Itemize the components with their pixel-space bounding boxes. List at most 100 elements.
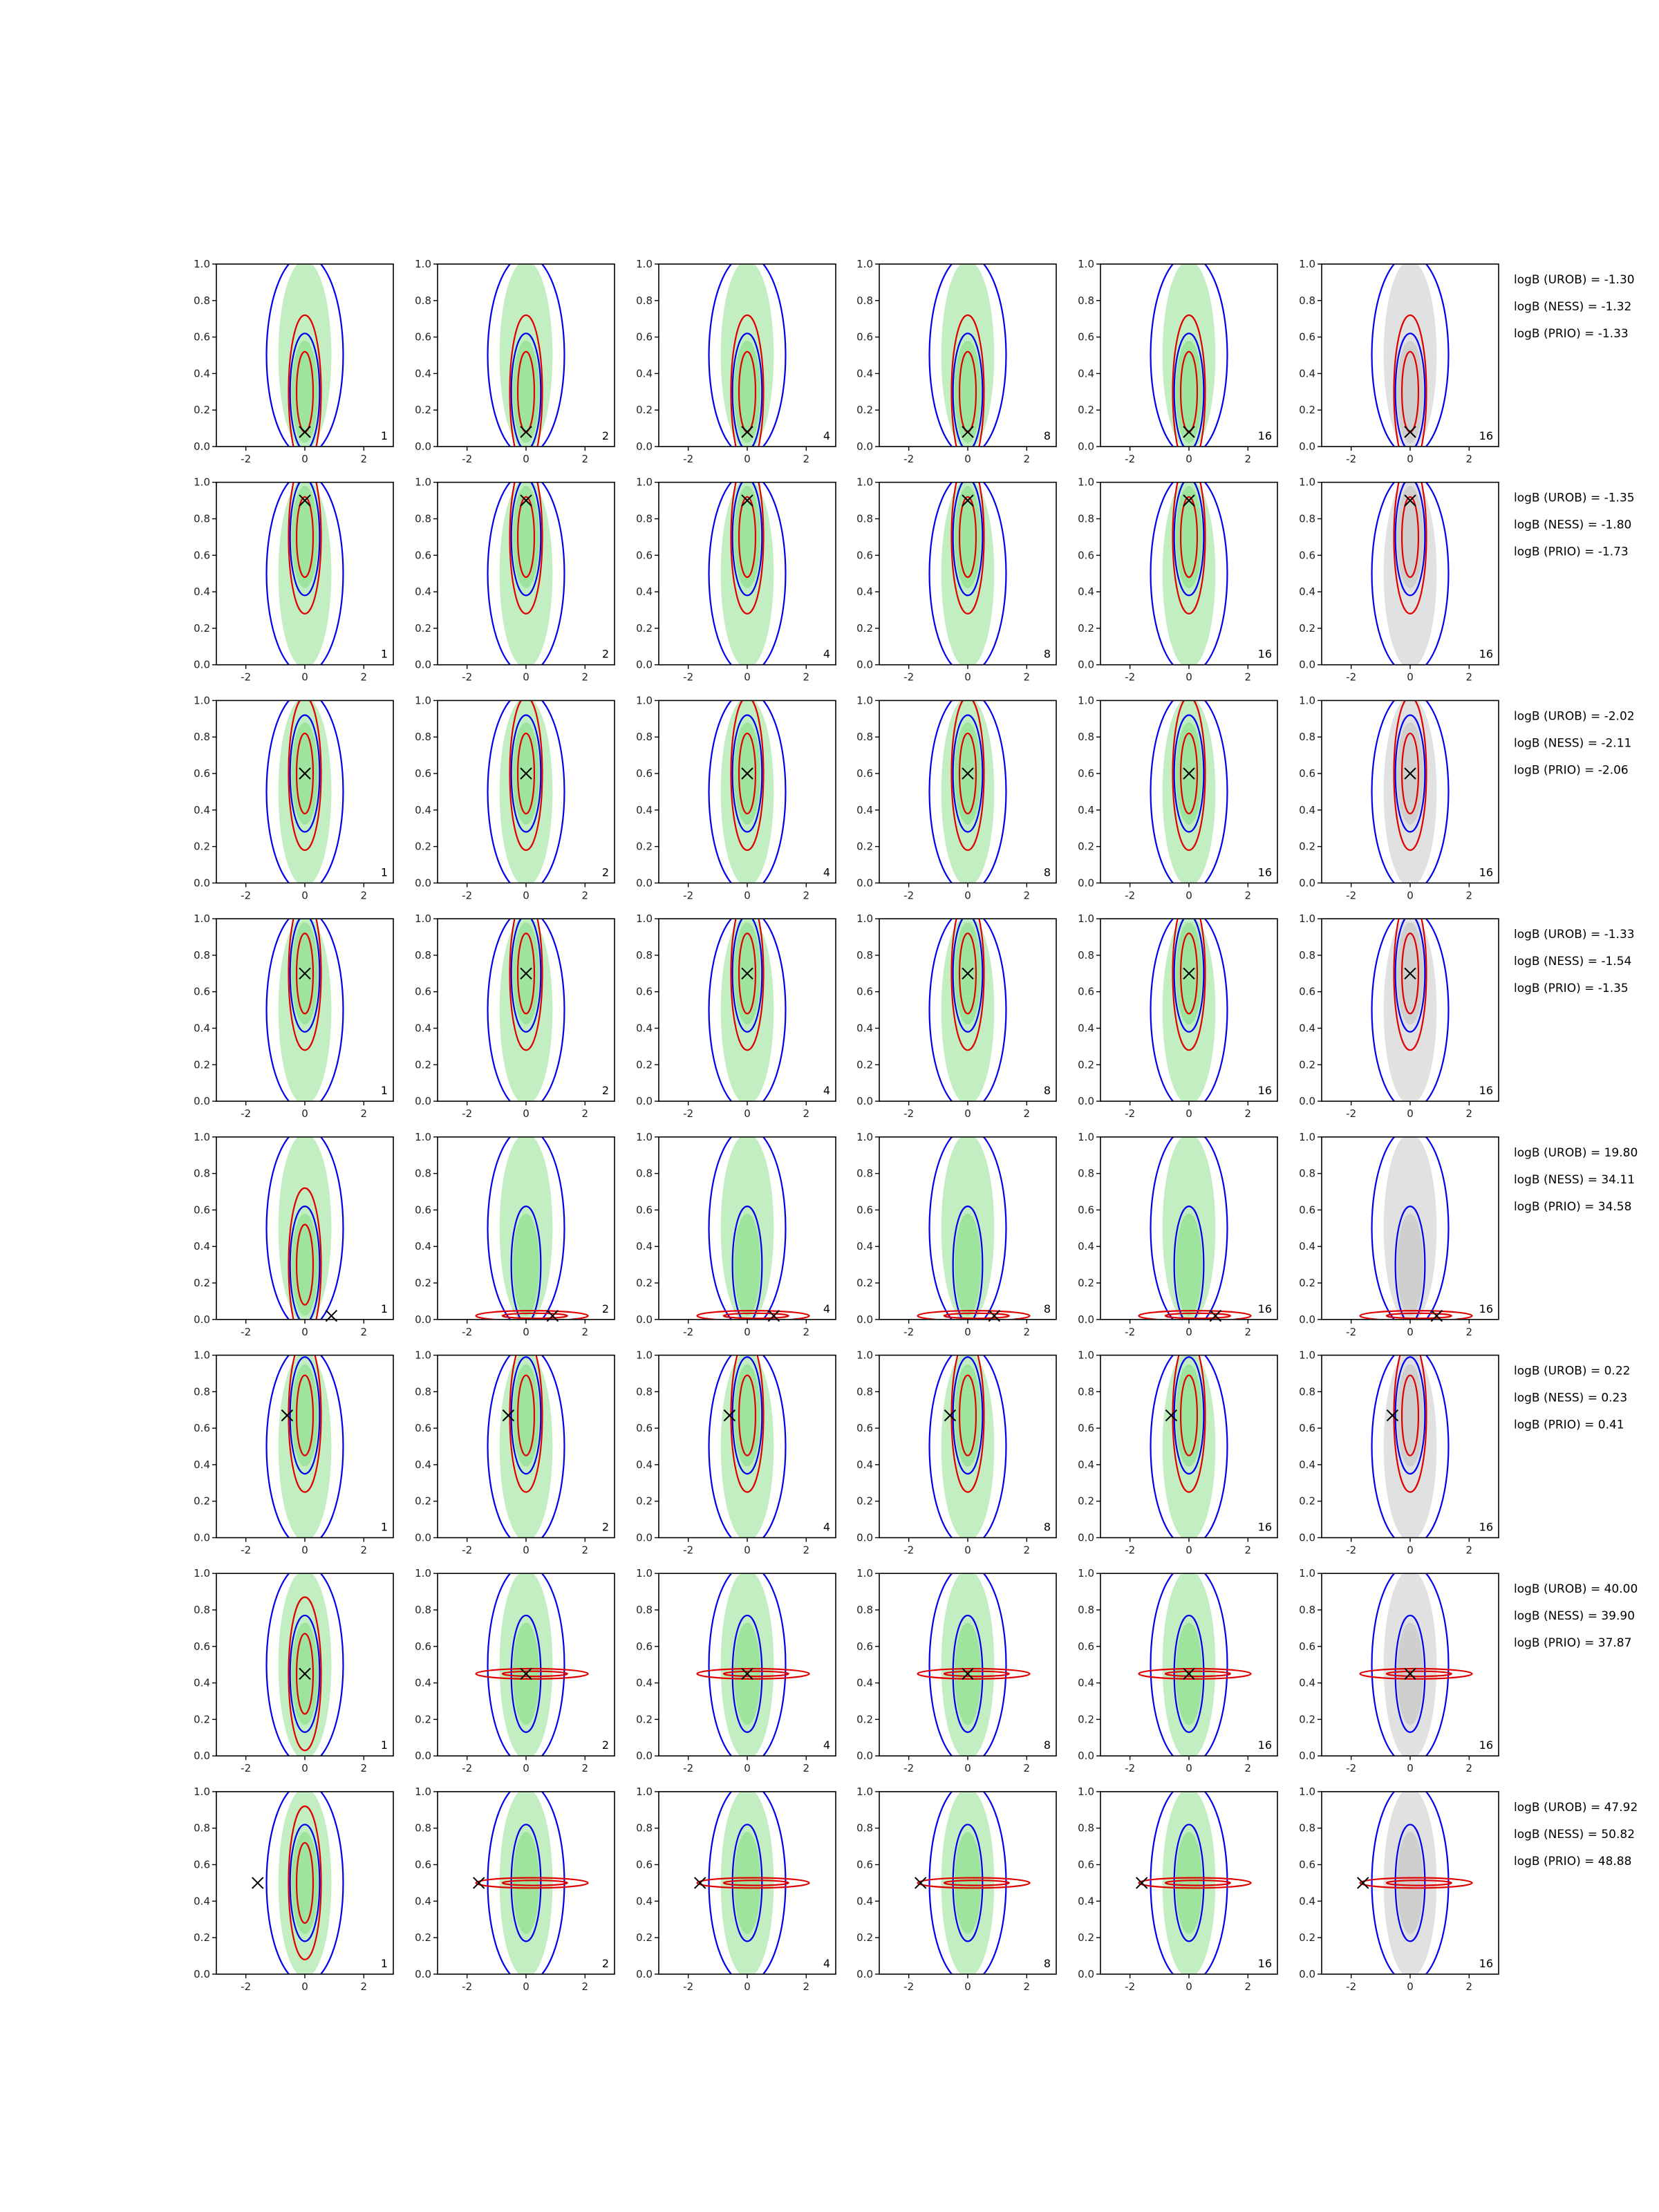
x-tick-label: -2 <box>462 889 472 901</box>
density-fill-inner <box>954 1213 982 1316</box>
density-fill-inner <box>954 340 982 443</box>
x-tick-label: -2 <box>462 1544 472 1557</box>
x-tick-label: -2 <box>462 453 472 465</box>
red-contour-inner <box>722 1880 789 1886</box>
panel-count-label: 16 <box>1258 1302 1272 1315</box>
y-tick-label: 0.8 <box>1299 294 1315 307</box>
y-tick-label: 0.4 <box>856 804 873 816</box>
red-contour-outer <box>288 700 322 851</box>
panel-r4-c2: 0.0 0.2 0.4 0.6 0.8 1.0 -2 0 22 <box>415 912 615 1120</box>
y-tick-label: 1.0 <box>194 912 210 925</box>
panel-r6-c1: 0.0 0.2 0.4 0.6 0.8 1.0 -2 0 21 <box>194 1349 394 1557</box>
panel-r8-c6: 0.0 0.2 0.4 0.6 0.8 1.0 -2 0 2 16 <box>1299 1785 1499 1993</box>
y-tick-label: 0.2 <box>1078 1277 1094 1289</box>
blue-contour-outer <box>928 700 1007 883</box>
logB-stat: logB (NESS) = 50.82 <box>1514 1828 1635 1841</box>
x-tick-label: 0 <box>1407 453 1414 465</box>
y-tick-label: 0.6 <box>415 986 431 998</box>
x-tick-label: -2 <box>241 453 251 465</box>
x-tick-label: -2 <box>1346 889 1356 901</box>
y-tick-label: 0.8 <box>415 1168 431 1180</box>
plot-area <box>265 1791 344 1974</box>
panel-r6-c5: 0.0 0.2 0.4 0.6 0.8 1.0 -2 0 2 16 <box>1078 1349 1278 1557</box>
red-contour-outer <box>509 1355 543 1493</box>
y-tick-label: 1.0 <box>415 912 431 925</box>
y-tick-label: 0.8 <box>856 294 873 307</box>
logB-stat: logB (NESS) = -1.54 <box>1514 955 1631 968</box>
blue-contour-inner <box>952 332 984 447</box>
red-contour-outer <box>1393 1355 1427 1493</box>
density-fill-inner <box>512 1364 540 1467</box>
y-tick-label: 0.4 <box>856 1022 873 1035</box>
y-tick-label: 0.8 <box>1299 1822 1315 1835</box>
density-fill-inner <box>733 1213 761 1316</box>
x-tick-label: -2 <box>683 671 693 684</box>
y-tick-label: 0.2 <box>1299 1713 1315 1725</box>
red-contour-inner <box>1179 496 1199 579</box>
y-tick-label: 0.2 <box>636 1495 653 1508</box>
density-fill-inner <box>954 1831 982 1934</box>
blue-contour-inner <box>731 919 763 1033</box>
y-tick-label: 1.0 <box>1078 694 1094 706</box>
y-tick-label: 0.4 <box>415 804 431 816</box>
plot-area <box>1371 482 1450 665</box>
y-tick-label: 0.8 <box>1078 731 1094 743</box>
panel-count-label: 16 <box>1258 865 1272 879</box>
y-tick-label: 1.0 <box>636 258 653 270</box>
y-tick-label: 0.6 <box>194 986 210 998</box>
x-tick-label: -2 <box>683 1762 693 1774</box>
x-tick-label: 0 <box>1407 1326 1414 1338</box>
x-tick-label: 2 <box>1245 453 1252 465</box>
red-contour-inner <box>1400 496 1420 579</box>
truth-marker <box>1357 1877 1369 1889</box>
red-contour-outer <box>288 1355 322 1493</box>
x-tick-label: 0 <box>301 889 308 901</box>
y-tick-label: 0.6 <box>636 549 653 561</box>
x-tick-label: 0 <box>1185 1980 1192 1993</box>
y-tick-label: 0.2 <box>415 1713 431 1725</box>
y-tick-label: 0.6 <box>415 767 431 780</box>
x-tick-label: 0 <box>744 1544 751 1557</box>
y-tick-label: 0.2 <box>856 841 873 853</box>
density-fill-inner <box>1396 1213 1424 1316</box>
panel-r4-c6: 0.0 0.2 0.4 0.6 0.8 1.0 -2 0 2 16 <box>1299 912 1499 1120</box>
y-tick-label: 0.8 <box>636 949 653 962</box>
blue-contour-inner <box>952 1356 984 1475</box>
y-tick-label: 0.2 <box>636 1058 653 1071</box>
y-tick-label: 0.6 <box>415 549 431 561</box>
x-tick-label: 0 <box>744 453 751 465</box>
y-tick-label: 1.0 <box>856 1785 873 1798</box>
red-contour-inner <box>1179 1374 1199 1456</box>
y-tick-label: 1.0 <box>1299 476 1315 489</box>
y-tick-label: 0.2 <box>415 1058 431 1071</box>
red-contour-outer <box>696 1310 810 1320</box>
y-tick-label: 0.0 <box>856 659 873 671</box>
blue-contour-inner <box>289 1614 321 1733</box>
x-tick-label: -2 <box>241 889 251 901</box>
y-tick-label: 0.6 <box>856 1203 873 1216</box>
y-tick-label: 0.2 <box>415 404 431 416</box>
x-tick-label: 0 <box>964 1762 971 1774</box>
plot-area <box>928 919 1007 1102</box>
y-tick-label: 0.2 <box>856 1495 873 1508</box>
y-tick-label: 0.4 <box>415 1022 431 1035</box>
y-tick-label: 0.0 <box>856 440 873 453</box>
x-tick-label: 0 <box>744 1107 751 1120</box>
x-tick-label: 2 <box>803 671 810 684</box>
x-tick-label: 2 <box>1245 889 1252 901</box>
plot-area <box>928 482 1007 665</box>
blue-contour-outer <box>708 700 787 883</box>
blue-contour-outer <box>1150 1355 1228 1538</box>
y-tick-label: 1.0 <box>856 694 873 706</box>
y-tick-label: 0.8 <box>1078 1604 1094 1616</box>
x-tick-label: 2 <box>361 1980 368 1993</box>
y-tick-label: 0.4 <box>856 367 873 379</box>
truth-marker <box>252 1877 264 1889</box>
y-tick-label: 0.6 <box>856 767 873 780</box>
blue-contour-inner <box>289 714 321 833</box>
red-contour-outer <box>509 482 543 615</box>
y-tick-label: 0.4 <box>856 1459 873 1471</box>
x-tick-label: 0 <box>301 1107 308 1120</box>
x-tick-label: 2 <box>582 889 589 901</box>
truth-marker <box>1404 967 1416 980</box>
